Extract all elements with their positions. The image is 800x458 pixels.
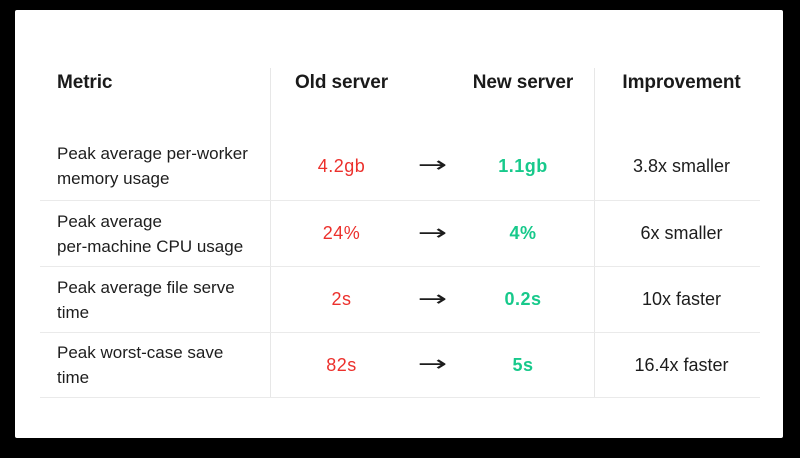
metric-label: Peak average file serve time xyxy=(57,277,235,322)
new-value-cell: 0.2s xyxy=(452,267,594,332)
header-new-server: New server xyxy=(472,72,574,93)
header-improvement: Improvement xyxy=(622,72,741,93)
arrow-cell: → xyxy=(412,201,452,266)
improvement-value: 10x faster xyxy=(641,289,722,309)
table-header-row: Metric Old server New server Improvement xyxy=(40,68,760,132)
header-cell-arrow-spacer xyxy=(412,68,452,132)
metric-label: Peak average per-machine CPU usage xyxy=(57,211,244,256)
new-value-cell: 5s xyxy=(452,333,594,397)
header-metric: Metric xyxy=(57,72,113,93)
improvement-cell: 3.8x smaller xyxy=(594,132,760,200)
improvement-value: 3.8x smaller xyxy=(632,155,731,176)
new-value: 1.1gb xyxy=(498,155,548,176)
metric-cell: Peak average per-worker memory usage xyxy=(40,132,270,200)
metric-cell: Peak average per-machine CPU usage xyxy=(40,201,270,266)
header-old-server: Old server xyxy=(295,72,388,93)
old-value-cell: 24% xyxy=(270,201,412,266)
old-value: 2s xyxy=(331,289,352,309)
new-value-cell: 4% xyxy=(452,201,594,266)
arrow-cell: → xyxy=(412,267,452,332)
improvement-value: 6x smaller xyxy=(640,223,723,243)
new-value: 4% xyxy=(509,223,537,243)
header-cell-old-server: Old server xyxy=(270,68,412,132)
improvement-cell: 6x smaller xyxy=(594,201,760,266)
metric-cell: Peak worst-case save time xyxy=(40,333,270,397)
table-row: Peak worst-case save time 82s → 5s 16.4x… xyxy=(40,332,760,398)
header-cell-metric: Metric xyxy=(40,68,270,132)
comparison-card: Metric Old server New server Improvement… xyxy=(15,10,783,438)
old-value-cell: 2s xyxy=(270,267,412,332)
table-row: Peak average file serve time 2s → 0.2s 1… xyxy=(40,266,760,332)
old-value-cell: 82s xyxy=(270,333,412,397)
improvement-value: 16.4x faster xyxy=(634,354,729,375)
metric-label: Peak worst-case save time xyxy=(57,343,224,387)
old-value: 4.2gb xyxy=(317,155,366,176)
old-value-cell: 4.2gb xyxy=(270,132,412,200)
new-value-cell: 1.1gb xyxy=(452,132,594,200)
header-cell-new-server: New server xyxy=(452,68,594,132)
metric-label: Peak average per-worker memory usage xyxy=(57,144,248,188)
old-value: 24% xyxy=(322,223,361,243)
server-comparison-table: Metric Old server New server Improvement… xyxy=(40,68,760,398)
arrow-cell: → xyxy=(412,132,452,200)
metric-cell: Peak average file serve time xyxy=(40,267,270,332)
right-arrow-icon: → xyxy=(417,153,447,178)
table-row: Peak average per-worker memory usage 4.2… xyxy=(40,132,760,200)
old-value: 82s xyxy=(326,354,357,375)
right-arrow-icon: → xyxy=(417,286,447,312)
improvement-cell: 10x faster xyxy=(594,267,760,332)
arrow-cell: → xyxy=(412,333,452,397)
new-value: 5s xyxy=(512,354,534,375)
right-arrow-icon: → xyxy=(417,220,447,246)
improvement-cell: 16.4x faster xyxy=(594,333,760,397)
right-arrow-icon: → xyxy=(417,352,447,377)
header-cell-improvement: Improvement xyxy=(594,68,760,132)
table-row: Peak average per-machine CPU usage 24% →… xyxy=(40,200,760,266)
new-value: 0.2s xyxy=(504,289,542,309)
